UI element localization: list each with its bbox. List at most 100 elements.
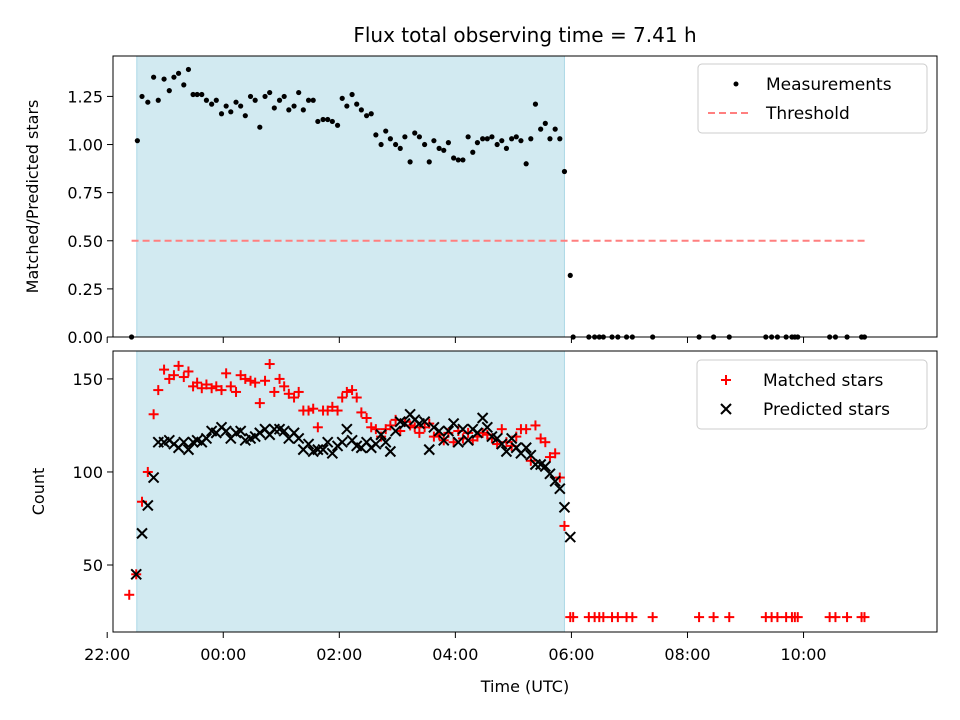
matched-star-point: [264, 359, 275, 370]
measurement-point: [257, 124, 263, 130]
measurement-point: [223, 103, 229, 109]
matched-star-point: [385, 420, 396, 431]
matched-star-point: [724, 612, 735, 623]
matched-star-point: [830, 612, 841, 623]
matched-star-point: [627, 612, 638, 623]
matched-star-point: [312, 422, 323, 433]
measurement-point: [567, 272, 573, 279]
y-tick-label: 0.00: [67, 328, 103, 347]
matched-star-point: [414, 427, 425, 438]
legend-matched-glyph: [721, 375, 731, 385]
measurement-point: [445, 140, 452, 146]
predicted-star-point: [549, 475, 561, 487]
top-legend: Measurements Threshold: [697, 63, 928, 134]
measurement-point: [557, 136, 563, 142]
matched-star-point: [216, 385, 227, 396]
matched-star-point: [178, 372, 189, 383]
matched-star-point: [428, 431, 439, 442]
measurement-point: [378, 141, 384, 148]
measurement-point: [315, 118, 321, 125]
x-tick-label: 00:00: [200, 645, 246, 664]
bottom-plot-frame: [112, 350, 938, 633]
measurement-point: [209, 101, 215, 107]
legend-predicted-label: Predicted stars: [763, 400, 890, 420]
matched-star-point: [308, 403, 319, 414]
matched-star-point: [559, 520, 570, 531]
measurement-point: [305, 97, 312, 103]
predicted-star-point: [399, 417, 411, 430]
predicted-star-point: [496, 438, 508, 450]
predicted-star-point: [312, 443, 324, 456]
bottom-panel: 50 100 150 22:00 00:00 02:00 04:00 06:00 08:00 1…: [29, 350, 938, 696]
measurement-point: [339, 95, 345, 101]
matched-star-point: [183, 366, 194, 377]
measurement-point: [489, 134, 495, 140]
measurement-point: [528, 136, 534, 142]
matched-star-point: [550, 448, 561, 459]
measurement-point: [171, 74, 177, 80]
x-axis-label: Time (UTC): [480, 677, 569, 696]
matched-star-point: [612, 612, 623, 623]
predicted-star-point: [554, 483, 566, 495]
predicted-star-point: [564, 531, 576, 543]
measurement-point: [310, 97, 316, 103]
matched-star-point: [486, 433, 497, 444]
matched-star-point: [289, 392, 300, 403]
matched-star-point: [206, 383, 217, 394]
chart-title: Flux total observing time = 7.41 h: [353, 23, 696, 47]
measurement-point: [368, 111, 374, 117]
measurement-point: [134, 138, 140, 144]
matched-star-point: [221, 368, 232, 379]
bottom-legend-box: [696, 359, 928, 430]
matched-star-point: [279, 381, 290, 392]
predicted-star-point: [476, 412, 489, 424]
measurement-point: [460, 157, 466, 163]
matched-star-point: [250, 377, 261, 388]
bottom-legend: Matched stars Predicted stars: [696, 359, 928, 430]
matched-star-point: [356, 407, 367, 418]
measurement-point: [397, 145, 403, 151]
y-tick-label: 150: [72, 370, 103, 389]
matched-star-point: [173, 360, 184, 371]
measurement-point: [503, 145, 510, 151]
measurement-point: [542, 120, 548, 126]
measurement-point: [552, 126, 558, 132]
measurement-point: [431, 138, 437, 144]
predicted-star-point: [447, 417, 460, 430]
y-tick-label: 1.25: [67, 87, 103, 106]
predicted-star-point: [130, 568, 142, 581]
matched-star-point: [225, 381, 236, 392]
measurement-point: [538, 126, 544, 132]
matched-star-point: [708, 612, 719, 623]
measurement-point: [451, 155, 457, 161]
matched-star-point: [366, 422, 377, 433]
predicted-star-point: [292, 432, 305, 445]
predicted-star-point: [529, 458, 542, 471]
measurement-point: [499, 138, 505, 144]
measurement-point: [407, 159, 413, 165]
measurement-point: [233, 99, 239, 105]
matched-star-point: [530, 420, 541, 431]
predicted-star-point: [520, 442, 532, 454]
matched-star-point: [496, 424, 507, 435]
measurement-point: [276, 97, 283, 103]
legend-predicted-marker: [720, 403, 732, 415]
y-tick-label: 0.75: [67, 184, 103, 203]
predicted-star-point: [442, 425, 455, 437]
matched-star-point: [283, 388, 294, 399]
matched-star-point: [568, 612, 579, 623]
measurement-point: [300, 107, 306, 113]
predicted-star-point: [438, 434, 450, 447]
predicted-star-point: [544, 468, 556, 480]
predicted-star-point: [375, 429, 387, 441]
predicted-star-point: [234, 425, 247, 437]
predicted-star-point: [462, 434, 474, 447]
measurement-point: [213, 97, 219, 103]
bottom-shaded-span: [136, 350, 565, 633]
predicted-star-point: [457, 423, 469, 435]
measurement-point: [509, 136, 515, 142]
predicted-star-point: [321, 436, 334, 448]
predicted-star-point: [539, 460, 552, 473]
top-panel: 0.00 0.25 0.50 0.75 1.00 1.25 Matched/Predict…: [23, 55, 938, 347]
measurement-point: [218, 111, 225, 117]
